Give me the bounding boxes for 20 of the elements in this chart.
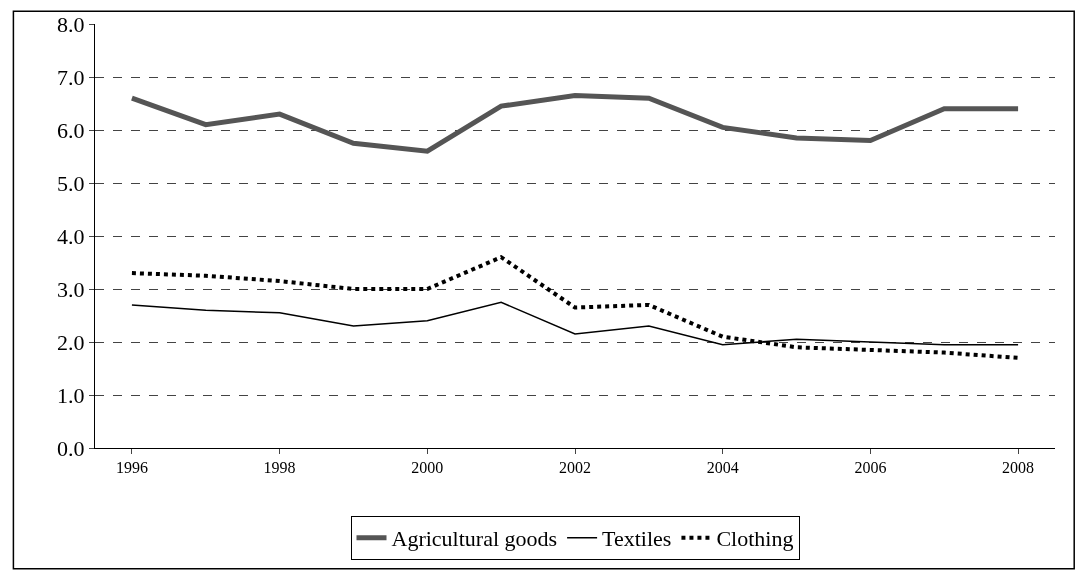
- y-tick-label: 6.0: [57, 117, 85, 143]
- legend-label: Textiles: [602, 526, 672, 552]
- x-tick-label: 2002: [559, 459, 591, 477]
- line-series: [129, 255, 1021, 360]
- x-tick-label: 2006: [854, 459, 887, 477]
- y-tick-label: 7.0: [57, 64, 85, 90]
- y-tick-label: 2.0: [57, 329, 85, 355]
- x-tick-label: 1996: [115, 459, 148, 477]
- x-tick-label: 1998: [263, 459, 296, 477]
- y-tick-label: 1.0: [57, 382, 85, 408]
- x-tick-label: 2000: [411, 459, 444, 477]
- y-tick-label: 0.0: [57, 435, 85, 461]
- y-tick-label: 8.0: [57, 11, 85, 37]
- x-tick-label: 2008: [1002, 459, 1035, 477]
- legend-label: Clothing: [716, 526, 794, 552]
- y-tick-label: 5.0: [57, 170, 85, 196]
- legend-label: Agricultural goods: [391, 526, 558, 552]
- y-tick-label: 4.0: [57, 223, 85, 249]
- x-tick-label: 2004: [706, 459, 739, 477]
- y-tick-label: 3.0: [57, 276, 85, 302]
